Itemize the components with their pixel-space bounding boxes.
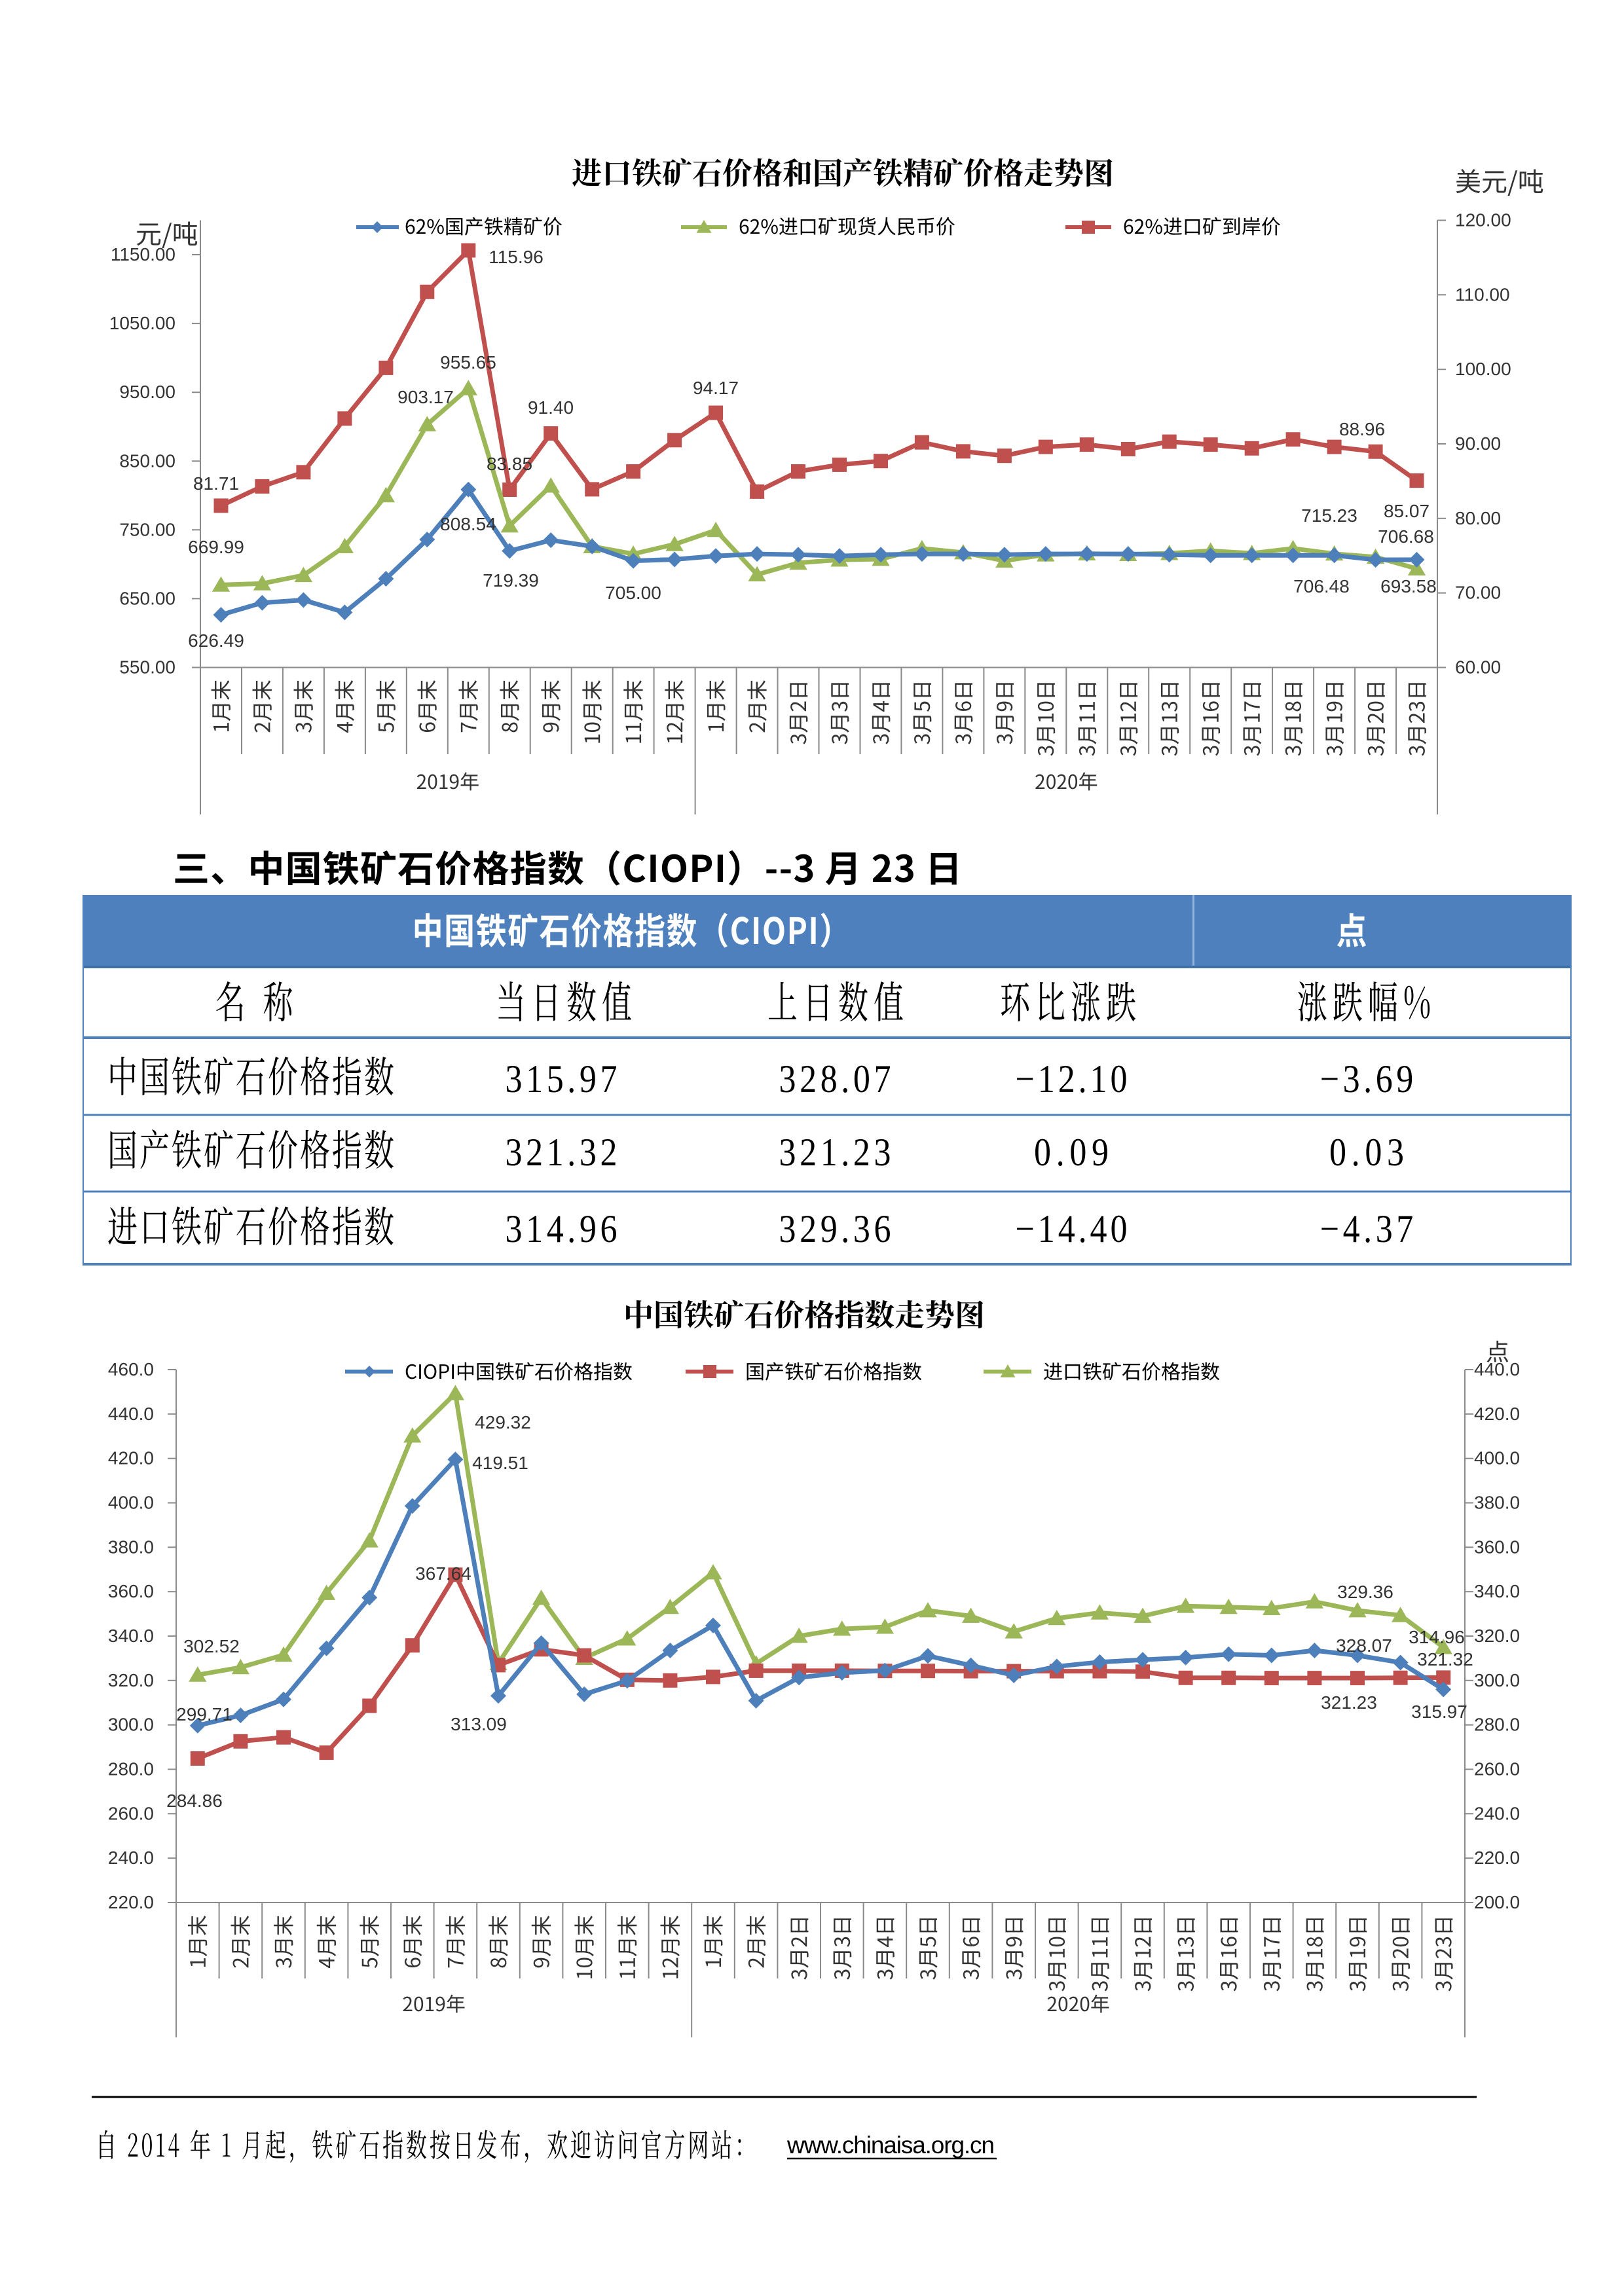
svg-text:200.0: 200.0 <box>1474 1892 1520 1912</box>
svg-text:850.00: 850.00 <box>119 450 175 471</box>
svg-text:550.00: 550.00 <box>119 657 175 678</box>
svg-text:328.07: 328.07 <box>1336 1635 1392 1656</box>
svg-text:60.00: 60.00 <box>1455 657 1501 678</box>
svg-text:85.07: 85.07 <box>1384 501 1430 521</box>
svg-text:81.71: 81.71 <box>193 473 239 494</box>
svg-text:329.36: 329.36 <box>779 1208 891 1251</box>
svg-text:100.00: 100.00 <box>1455 359 1511 379</box>
svg-text:260.0: 260.0 <box>108 1803 154 1823</box>
svg-text:693.58: 693.58 <box>1380 576 1437 596</box>
svg-text:320.0: 320.0 <box>108 1670 154 1690</box>
svg-text:315.97: 315.97 <box>1411 1702 1467 1722</box>
svg-text:300.0: 300.0 <box>1474 1670 1520 1690</box>
svg-text:400.0: 400.0 <box>108 1493 154 1513</box>
svg-text:400.0: 400.0 <box>1474 1448 1520 1468</box>
svg-text:705.00: 705.00 <box>605 583 661 603</box>
svg-text:950.00: 950.00 <box>119 382 175 402</box>
svg-text:340.0: 340.0 <box>1474 1581 1520 1601</box>
svg-text:280.0: 280.0 <box>1474 1715 1520 1735</box>
svg-text:419.51: 419.51 <box>472 1453 528 1473</box>
svg-text:314.96: 314.96 <box>1409 1627 1465 1647</box>
svg-text:321.23: 321.23 <box>779 1131 891 1175</box>
svg-text:0.03: 0.03 <box>1329 1131 1404 1175</box>
svg-text:299.71: 299.71 <box>176 1704 232 1724</box>
svg-text:715.23: 715.23 <box>1301 505 1357 526</box>
svg-text:719.39: 719.39 <box>483 570 539 591</box>
svg-text:321.32: 321.32 <box>506 1131 618 1175</box>
svg-text:360.0: 360.0 <box>1474 1537 1520 1557</box>
svg-text:955.65: 955.65 <box>440 352 496 373</box>
svg-text:115.96: 115.96 <box>489 247 544 267</box>
svg-text:1150.00: 1150.00 <box>111 244 175 264</box>
svg-text:80.00: 80.00 <box>1455 508 1501 528</box>
svg-text:260.0: 260.0 <box>1474 1759 1520 1779</box>
svg-text:302.52: 302.52 <box>183 1636 240 1656</box>
svg-text:440.0: 440.0 <box>1474 1359 1520 1379</box>
svg-text:90.00: 90.00 <box>1455 433 1501 454</box>
svg-text:903.17: 903.17 <box>397 387 454 407</box>
svg-text:440.0: 440.0 <box>108 1404 154 1424</box>
svg-text:750.00: 750.00 <box>119 519 175 539</box>
svg-text:340.0: 340.0 <box>108 1626 154 1646</box>
svg-text:706.48: 706.48 <box>1293 576 1350 596</box>
svg-text:−14.40: −14.40 <box>1016 1208 1128 1251</box>
svg-text:420.0: 420.0 <box>1474 1404 1520 1424</box>
svg-text:669.99: 669.99 <box>188 537 244 557</box>
svg-text:320.0: 320.0 <box>1474 1626 1520 1646</box>
svg-text:284.86: 284.86 <box>166 1791 223 1811</box>
svg-text:315.97: 315.97 <box>506 1058 618 1101</box>
svg-text:360.0: 360.0 <box>108 1581 154 1601</box>
svg-text:91.40: 91.40 <box>528 397 574 418</box>
svg-text:626.49: 626.49 <box>188 630 244 651</box>
svg-text:94.17: 94.17 <box>693 378 739 398</box>
svg-text:240.0: 240.0 <box>108 1848 154 1868</box>
svg-text:429.32: 429.32 <box>475 1412 531 1432</box>
svg-text:367.64: 367.64 <box>415 1563 471 1584</box>
svg-text:420.0: 420.0 <box>108 1448 154 1468</box>
svg-text:www.chinaisa.org.cn: www.chinaisa.org.cn <box>786 2132 995 2159</box>
svg-text:380.0: 380.0 <box>1474 1493 1520 1513</box>
svg-text:−12.10: −12.10 <box>1016 1058 1128 1101</box>
svg-text:314.96: 314.96 <box>506 1208 618 1251</box>
svg-text:88.96: 88.96 <box>1339 419 1385 439</box>
svg-text:70.00: 70.00 <box>1455 583 1501 603</box>
svg-text:313.09: 313.09 <box>451 1714 507 1734</box>
svg-text:1050.00: 1050.00 <box>109 313 175 333</box>
svg-text:706.68: 706.68 <box>1378 526 1434 547</box>
svg-text:220.0: 220.0 <box>108 1892 154 1912</box>
svg-text:0.09: 0.09 <box>1034 1131 1109 1175</box>
svg-text:−3.69: −3.69 <box>1320 1058 1414 1101</box>
svg-text:321.23: 321.23 <box>1321 1692 1377 1713</box>
svg-text:300.0: 300.0 <box>108 1715 154 1735</box>
svg-text:808.54: 808.54 <box>440 514 496 534</box>
svg-text:280.0: 280.0 <box>108 1759 154 1779</box>
svg-text:460.0: 460.0 <box>108 1359 154 1379</box>
svg-text:380.0: 380.0 <box>108 1537 154 1557</box>
svg-text:650.00: 650.00 <box>119 588 175 608</box>
svg-text:329.36: 329.36 <box>1337 1582 1393 1602</box>
svg-text:321.32: 321.32 <box>1417 1649 1473 1669</box>
svg-text:240.0: 240.0 <box>1474 1803 1520 1823</box>
svg-text:220.0: 220.0 <box>1474 1848 1520 1868</box>
svg-text:328.07: 328.07 <box>779 1058 891 1101</box>
svg-text:110.00: 110.00 <box>1455 284 1510 304</box>
svg-text:−4.37: −4.37 <box>1320 1208 1414 1251</box>
svg-text:83.85: 83.85 <box>487 454 532 474</box>
svg-text:120.00: 120.00 <box>1455 210 1511 230</box>
